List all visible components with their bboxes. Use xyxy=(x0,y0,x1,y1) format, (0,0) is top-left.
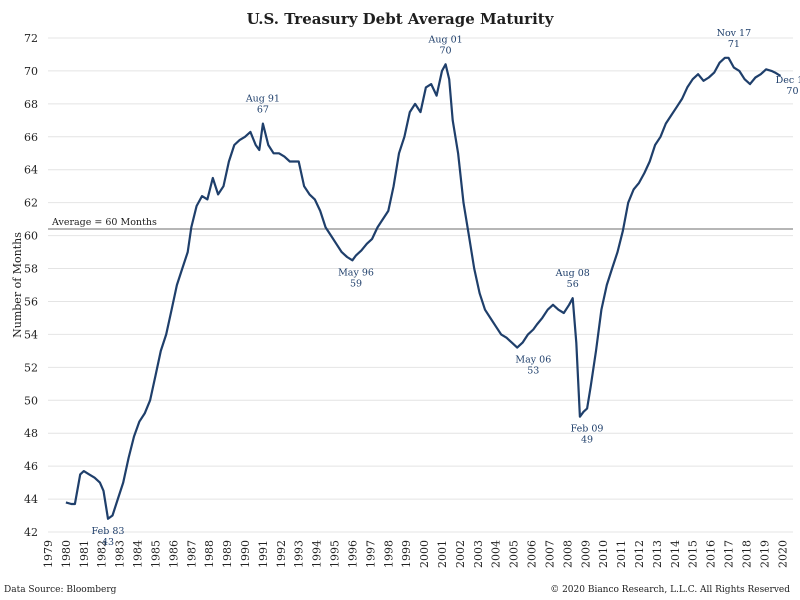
y-axis-ticks: 42 44 46 48 50 52 54 56 58 60 62 64 66 68 70 72 xyxy=(24,32,38,539)
y-tick-label: 50 xyxy=(24,394,38,407)
y-tick-label: 56 xyxy=(24,295,38,308)
annotation-date: May 06 xyxy=(515,355,551,366)
x-tick-label: 1992 xyxy=(275,540,288,568)
series-line xyxy=(65,56,782,520)
annotation-date: Feb 83 xyxy=(92,526,125,537)
x-tick-label: 2008 xyxy=(561,540,574,568)
x-tick-label: 2016 xyxy=(705,540,718,568)
x-tick-label: 2003 xyxy=(472,540,485,568)
data-source-note: Data Source: Bloomberg xyxy=(4,585,117,595)
annotation-value: 49 xyxy=(581,435,593,446)
x-tick-label: 2001 xyxy=(436,540,449,568)
annotation-value: 53 xyxy=(527,366,539,377)
y-tick-label: 48 xyxy=(24,427,38,440)
y-tick-label: 64 xyxy=(24,164,38,177)
x-tick-label: 1994 xyxy=(311,540,324,568)
x-tick-label: 1986 xyxy=(167,540,180,568)
annotation-value: 56 xyxy=(567,279,579,290)
x-tick-label: 2012 xyxy=(633,540,646,568)
y-tick-label: 42 xyxy=(24,526,38,539)
x-tick-label: 1993 xyxy=(293,540,306,568)
series-layer xyxy=(65,56,782,520)
y-tick-label: 68 xyxy=(24,98,38,111)
x-tick-label: 1989 xyxy=(221,540,234,568)
annotation-date: May 96 xyxy=(338,267,374,278)
x-tick-label: 1979 xyxy=(42,540,55,568)
x-tick-label: 1985 xyxy=(149,540,162,568)
x-tick-label: 2000 xyxy=(418,540,431,568)
x-tick-label: 2009 xyxy=(579,540,592,568)
x-tick-label: 2015 xyxy=(687,540,700,568)
x-tick-label: 2010 xyxy=(597,540,610,568)
annotation-date: Aug 01 xyxy=(427,34,462,45)
gridlines xyxy=(48,37,793,533)
x-tick-label: 1987 xyxy=(185,540,198,568)
y-tick-label: 62 xyxy=(24,197,38,210)
annotation-value: 59 xyxy=(350,278,362,289)
annotation-value: 43 xyxy=(102,537,114,548)
x-tick-label: 2004 xyxy=(490,540,503,568)
x-tick-label: 1997 xyxy=(364,540,377,568)
x-tick-label: 1981 xyxy=(78,540,91,568)
y-tick-label: 70 xyxy=(24,65,38,78)
x-tick-label: 1998 xyxy=(382,540,395,568)
x-tick-label: 2007 xyxy=(543,540,556,568)
annotation-value: 67 xyxy=(257,105,269,116)
x-tick-label: 2014 xyxy=(669,540,682,568)
x-tick-label: 2019 xyxy=(758,540,771,568)
x-tick-label: 1990 xyxy=(239,540,252,568)
average-line-label: Average = 60 Months xyxy=(51,217,157,228)
y-tick-label: 72 xyxy=(24,32,38,45)
x-tick-label: 1982 xyxy=(96,540,109,568)
average-layer: Average = 60 Months xyxy=(48,217,793,230)
x-tick-label: 1988 xyxy=(203,540,216,568)
y-tick-label: 46 xyxy=(24,460,38,473)
annotation-dec-19: Dec 1970 xyxy=(776,75,800,97)
annotation-date: Aug 91 xyxy=(245,94,280,105)
copyright-note: © 2020 Bianco Research, L.L.C. All Right… xyxy=(550,585,790,595)
x-tick-label: 2013 xyxy=(651,540,664,568)
x-tick-label: 2017 xyxy=(723,540,736,568)
y-tick-label: 60 xyxy=(24,230,38,243)
annotation-value: 70 xyxy=(440,45,452,56)
x-tick-label: 1984 xyxy=(132,540,145,568)
y-tick-label: 54 xyxy=(24,328,38,341)
x-axis-ticks: 1979 1980 1981 1982 1983 1984 1985 1986 1987 1988… xyxy=(42,540,789,568)
y-tick-label: 66 xyxy=(24,131,38,144)
annotation-date: Dec 19 xyxy=(776,75,800,86)
x-tick-label: 1983 xyxy=(114,540,127,568)
y-tick-label: 44 xyxy=(24,493,38,506)
x-tick-label: 2018 xyxy=(740,540,753,568)
y-axis-label: Number of Months xyxy=(11,232,24,338)
y-tick-label: 58 xyxy=(24,263,38,276)
annotation-date: Feb 09 xyxy=(571,424,604,435)
x-tick-label: 1980 xyxy=(60,540,73,568)
x-tick-label: 2002 xyxy=(454,540,467,568)
x-tick-label: 1999 xyxy=(400,540,413,568)
annotation-date: Aug 08 xyxy=(555,268,590,279)
x-tick-label: 2020 xyxy=(776,540,789,568)
x-tick-label: 2006 xyxy=(526,540,539,568)
annotation-value: 71 xyxy=(728,39,740,50)
x-tick-label: 1996 xyxy=(346,540,359,568)
annotation-date: Nov 17 xyxy=(717,28,752,39)
x-tick-label: 1995 xyxy=(329,540,342,568)
x-tick-label: 1991 xyxy=(257,540,270,568)
x-tick-label: 2011 xyxy=(615,540,628,568)
chart-title: U.S. Treasury Debt Average Maturity xyxy=(247,10,555,28)
x-tick-label: 2005 xyxy=(508,540,521,568)
annotation-value: 70 xyxy=(786,86,798,97)
y-tick-label: 52 xyxy=(24,361,38,374)
